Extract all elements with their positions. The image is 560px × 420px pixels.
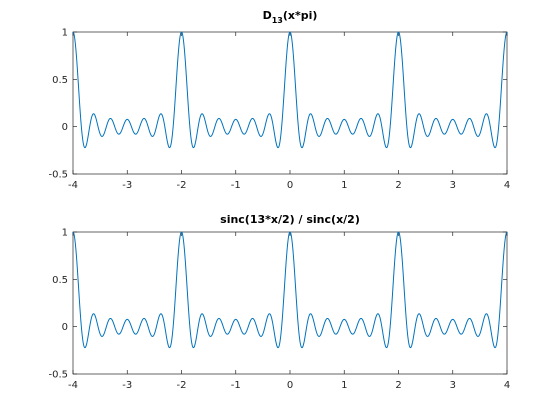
axes-box: [72, 231, 508, 375]
subplot-dirichlet: D13(x*pi) -4 -3 -2 -1 0 1 2 3 4 -0.5 0 0.5 1: [48, 9, 510, 191]
tick-group: -4 -3 -2 -1 0 1 2 3 4 -0.5 0 0.5 1: [48, 228, 510, 392]
x-tick-label: -4: [68, 180, 78, 191]
plot-title-suffix: (x*pi): [283, 9, 318, 22]
series-line-sinc-ratio: [72, 231, 508, 349]
x-tick-label: -1: [231, 180, 241, 191]
x-tick-label: 3: [450, 380, 456, 391]
x-tick-label: -1: [231, 380, 241, 391]
y-tick-label: 1: [62, 228, 68, 239]
x-tick-label: 0: [287, 380, 293, 391]
x-tick-label: 4: [504, 180, 510, 191]
x-tick-label: -4: [68, 380, 78, 391]
series-line-dirichlet: [72, 31, 508, 149]
x-tick-label: 4: [504, 380, 510, 391]
tick-group: -4 -3 -2 -1 0 1 2 3 4 -0.5 0 0.5 1: [48, 28, 510, 192]
axes-box: [72, 31, 508, 175]
y-tick-label: -0.5: [48, 170, 68, 181]
x-tick-label: 2: [395, 380, 401, 391]
x-tick-label: 1: [341, 180, 347, 191]
x-tick-label: -2: [177, 380, 187, 391]
y-tick-label: 0: [62, 122, 68, 133]
plot-title: D13(x*pi): [263, 9, 318, 25]
y-tick-label: 0.5: [52, 275, 68, 286]
x-tick-label: -3: [122, 180, 132, 191]
plot-title: sinc(13*x/2) / sinc(x/2): [220, 213, 360, 226]
x-tick-label: -2: [177, 180, 187, 191]
x-tick-label: 2: [395, 180, 401, 191]
y-tick-label: -0.5: [48, 370, 68, 381]
x-tick-label: 0: [287, 180, 293, 191]
x-tick-label: 1: [341, 380, 347, 391]
y-tick-label: 0: [62, 322, 68, 333]
y-tick-label: 1: [62, 28, 68, 39]
x-tick-label: -3: [122, 380, 132, 391]
plot-title-main: D: [263, 9, 272, 22]
y-tick-label: 0.5: [52, 75, 68, 86]
plot-title-subscript: 13: [272, 16, 283, 25]
subplot-sinc-ratio: sinc(13*x/2) / sinc(x/2) -4 -3 -2 -1 0 1 2 3 4 -0…: [48, 213, 510, 391]
x-tick-label: 3: [450, 180, 456, 191]
